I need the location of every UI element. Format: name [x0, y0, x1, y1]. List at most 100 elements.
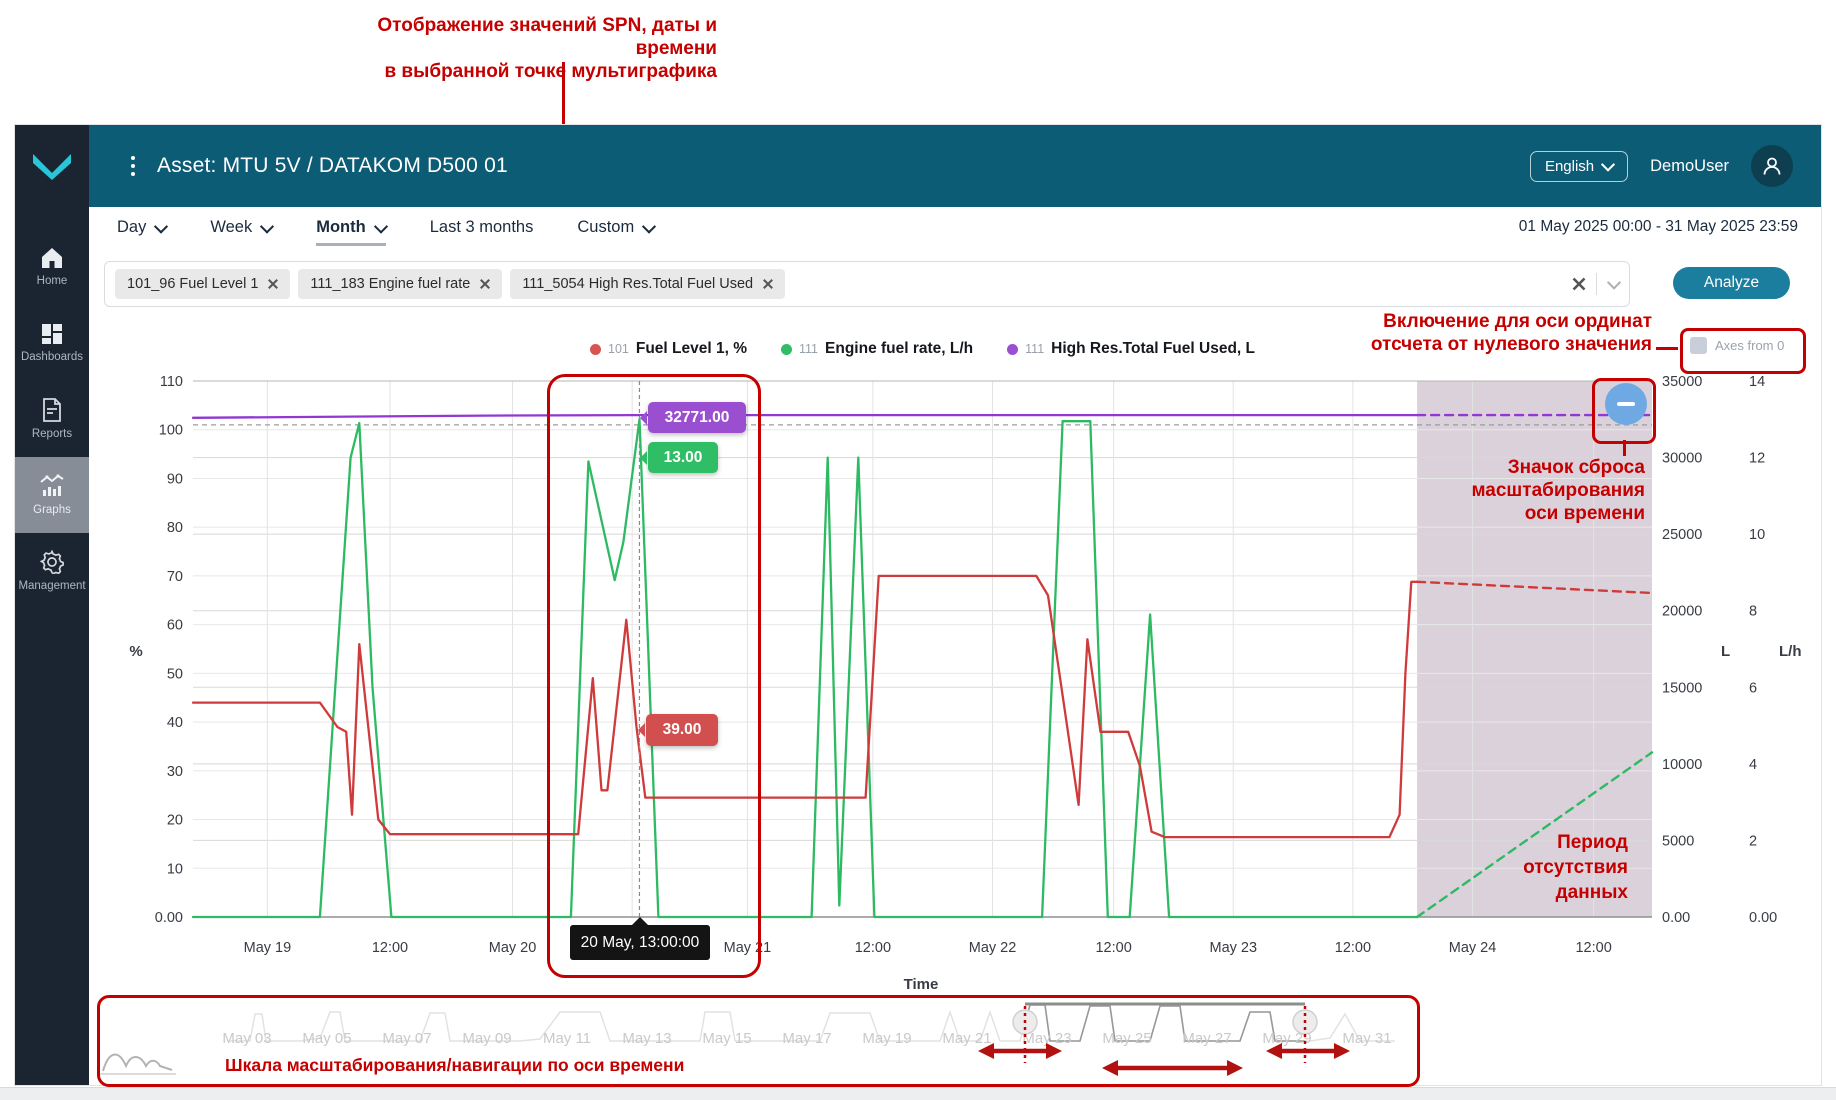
navigator-date-label: May 25 — [1102, 1030, 1151, 1047]
y-right-l-tick: 35000 — [1662, 374, 1702, 390]
navigator-date-label: May 13 — [622, 1030, 671, 1047]
reset-zoom-button[interactable] — [1605, 383, 1647, 425]
y-left-tick: 40 — [167, 715, 183, 731]
axes-annotation-line2: отсчета от нулевого значения — [1370, 334, 1652, 355]
tab-day[interactable]: Day — [117, 218, 169, 246]
sidebar-item-dashboards[interactable]: Dashboards — [15, 305, 89, 381]
no-data-annotation-line3: данных — [1555, 882, 1628, 903]
no-data-annotation-line2: отсутствия — [1523, 857, 1628, 878]
tooltip-green-value: 13.00 — [640, 442, 718, 473]
app-logo[interactable] — [15, 125, 89, 207]
reports-icon — [43, 398, 61, 422]
y-right-lh-tick: 8 — [1749, 604, 1757, 620]
language-value: English — [1544, 157, 1595, 175]
y-left-tick: 110 — [160, 374, 183, 390]
parameter-select[interactable]: 101_96 Fuel Level 1 111_183 Engine fuel … — [104, 261, 1630, 307]
reset-annotation-line2: масштабирования — [1471, 480, 1645, 501]
tab-label: Month — [316, 218, 366, 236]
series-dashed-fuel-level-1 — [1415, 580, 1654, 595]
no-data-annotation-line1: Период — [1557, 832, 1628, 853]
sidebar-item-reports[interactable]: Reports — [15, 381, 89, 457]
y-right-lh-tick: 4 — [1749, 757, 1757, 773]
graphs-icon — [40, 474, 64, 496]
y-right-l-tick: 0.00 — [1662, 910, 1690, 926]
sidebar-item-label: Management — [18, 580, 86, 592]
navigator-date-label: May 15 — [702, 1030, 751, 1047]
y-right-lh-tick: 6 — [1749, 680, 1757, 696]
tab-label: Day — [117, 218, 147, 236]
tooltip-time: 20 May, 13:00:00 — [570, 917, 710, 960]
axes-from-zero-label: Axes from 0 — [1715, 338, 1785, 353]
series-high-res-total-fuel-used — [191, 413, 1419, 419]
y-right-l-tick: 10000 — [1662, 757, 1702, 773]
tab-week[interactable]: Week — [210, 218, 275, 246]
sidebar-nav: Home Dashboards Report — [15, 207, 89, 609]
page-title: Asset: MTU 5V / DATAKOM D500 01 — [157, 154, 508, 177]
sidebar-item-graphs[interactable]: Graphs — [15, 457, 89, 533]
tooltip-value: 32771.00 — [664, 408, 730, 426]
annotation-arrow-middle-head-right — [1227, 1060, 1243, 1076]
chip-label: 101_96 Fuel Level 1 — [127, 276, 259, 292]
tab-label: Week — [210, 218, 253, 236]
reset-annotation-line1: Значок сброса — [1507, 457, 1645, 478]
axes-annotation: Включение для оси ординат отсчета от нул… — [1280, 310, 1652, 356]
x-tick: May 22 — [969, 940, 1017, 956]
tooltip-value: 13.00 — [663, 448, 703, 466]
logo-chevron-icon — [33, 154, 71, 180]
x-tick: May 19 — [244, 940, 292, 956]
kebab-menu-icon[interactable] — [131, 156, 135, 176]
y-right-lh-tick: 12 — [1749, 451, 1765, 467]
series-fuel-level-1 — [191, 574, 1419, 839]
y-right-lh-unit-label: L/h — [1779, 643, 1802, 660]
navigator-date-label: May 23 — [1022, 1030, 1071, 1047]
no-data-annotation: Период отсутствия данных — [1420, 830, 1628, 905]
legend-label: Engine fuel rate, L/h — [825, 340, 974, 357]
navigator-date-label: May 17 — [782, 1030, 831, 1047]
tooltip-purple-value: 32771.00 — [640, 402, 746, 433]
x-tick: 12:00 — [1575, 940, 1611, 956]
tab-custom[interactable]: Custom — [577, 218, 657, 246]
tab-month[interactable]: Month — [316, 218, 388, 246]
legend-item-fuel-level[interactable]: 101 Fuel Level 1, % — [590, 340, 747, 358]
x-tick: 12:00 — [1335, 940, 1371, 956]
x-tick: May 20 — [489, 940, 537, 956]
y-left-tick: 20 — [167, 813, 183, 829]
legend-item-engine-fuel-rate[interactable]: 111 Engine fuel rate, L/h — [781, 340, 973, 358]
legend-item-total-fuel-used[interactable]: 111 High Res.Total Fuel Used, L — [1007, 340, 1255, 358]
minus-icon — [1617, 402, 1635, 406]
x-tick: 12:00 — [855, 940, 891, 956]
analyze-button[interactable]: Analyze — [1673, 267, 1790, 299]
legend-num: 111 — [799, 342, 819, 356]
language-select[interactable]: English — [1529, 150, 1629, 182]
tab-last-3-months[interactable]: Last 3 months — [430, 218, 534, 246]
y-left-tick: 30 — [167, 764, 183, 780]
x-tick: May 21 — [724, 940, 772, 956]
navigator-date-label: May 03 — [222, 1030, 271, 1047]
navigator-annotation: Шкала масштабирования/навигации по оси в… — [225, 1055, 685, 1075]
sidebar-item-home[interactable]: Home — [15, 229, 89, 305]
legend-num: 101 — [608, 342, 629, 356]
y-right-l-tick: 25000 — [1662, 527, 1702, 543]
sidebar-item-management[interactable]: Management — [15, 533, 89, 609]
x-axis-label: Time — [904, 976, 939, 993]
reset-annotation: Значок сброса масштабирования оси времен… — [1420, 456, 1645, 525]
avatar[interactable] — [1751, 145, 1793, 187]
y-left-tick: 90 — [167, 471, 183, 487]
navigator-date-label: May 09 — [462, 1030, 511, 1047]
reset-annotation-connector — [1623, 440, 1626, 456]
x-tick: May 24 — [1449, 940, 1497, 956]
y-right-l-tick: 30000 — [1662, 451, 1702, 467]
tab-label: Last 3 months — [429, 218, 534, 236]
checkbox-icon[interactable] — [1690, 337, 1707, 354]
navigator-date-label: May 21 — [942, 1030, 991, 1047]
axes-from-zero-toggle[interactable]: Axes from 0 — [1690, 337, 1784, 354]
legend-label: High Res.Total Fuel Used, L — [1051, 340, 1255, 357]
axes-annotation-connector — [1656, 347, 1678, 350]
home-icon — [42, 248, 62, 268]
y-left-tick: 80 — [167, 520, 183, 536]
sidebar-item-label: Reports — [31, 428, 73, 440]
series-dashed-engine-fuel-rate — [1415, 751, 1654, 919]
date-range: 01 May 2025 00:00 - 31 May 2025 23:59 — [1518, 218, 1798, 235]
